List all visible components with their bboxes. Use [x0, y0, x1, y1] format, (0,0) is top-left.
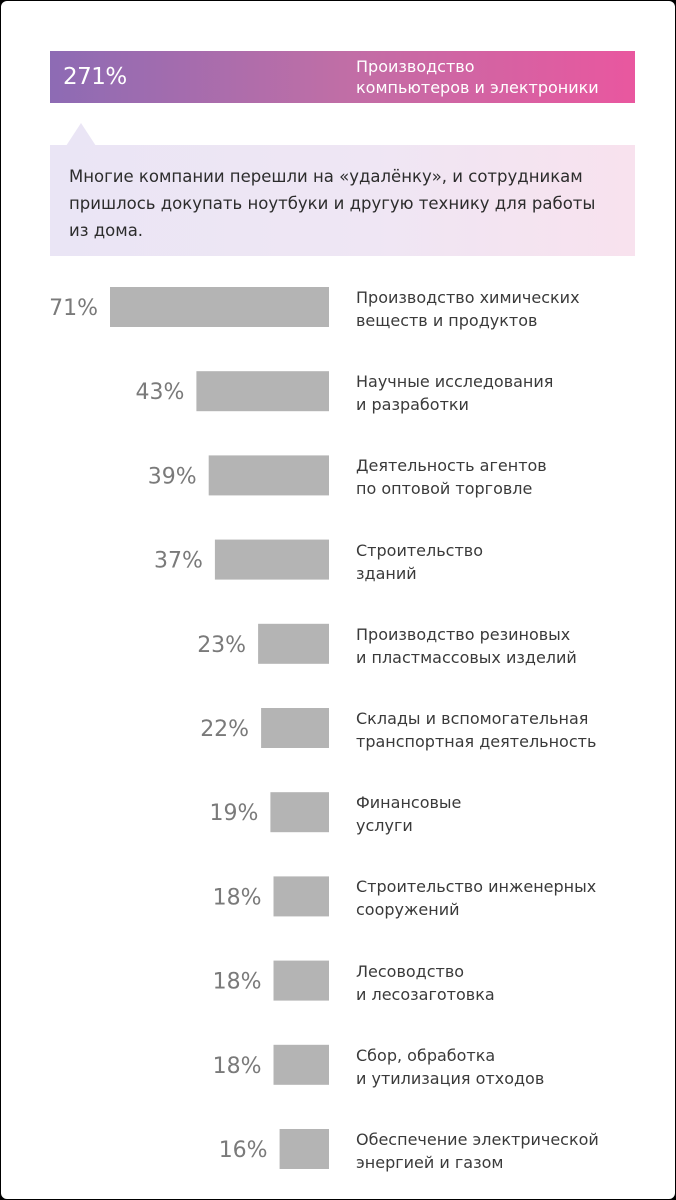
category-label-line: и утилизация отходов — [356, 1068, 545, 1088]
category-label-line: энергией и газом — [356, 1153, 504, 1172]
category-label-line: и разработки — [356, 395, 469, 415]
category-label-line: веществ и продуктов — [356, 311, 538, 330]
bar-value-label: 71% — [49, 296, 98, 321]
bar — [208, 455, 329, 496]
callout-line: из дома. — [69, 221, 144, 240]
category-label: Производство химических веществ и продукт… — [356, 286, 656, 332]
category-label-line: транспортная деятельность — [356, 732, 597, 751]
bar-value-label: 18% — [213, 970, 262, 995]
bar-value-label: 18% — [213, 1054, 262, 1079]
category-label: Научные исследования и разработки — [356, 370, 656, 416]
callout-box: Многие компании перешли на «удалёнку», и… — [50, 145, 635, 256]
category-label-line: Производство химических — [356, 288, 580, 307]
bar — [214, 539, 329, 580]
highlight-banner: 271% Производство компьютеров и электрон… — [50, 51, 635, 103]
bar-value-label: 16% — [219, 1138, 268, 1163]
category-label-line: Производство резиновых — [356, 624, 571, 644]
category-label-line: Финансовые — [356, 793, 462, 813]
callout-text: Многие компании перешли на «удалёнку», и… — [69, 163, 629, 244]
category-label: Склады и вспомогательная транспортная дея… — [356, 707, 656, 753]
category-label-line: Обеспечение электрической — [356, 1130, 599, 1149]
category-label-line: и лесозаготовка — [356, 984, 495, 1004]
category-label-line: Строительство — [356, 540, 483, 560]
bar-value-label: 23% — [197, 633, 246, 658]
bar-value-label: 43% — [135, 380, 184, 405]
highlight-label: Производство компьютеров и электроники — [356, 56, 599, 98]
category-label: Строительство зданий — [356, 539, 656, 585]
callout-line: Многие компании перешли на «удалёнку», и… — [69, 167, 583, 186]
bar-value-label: 39% — [148, 464, 197, 489]
highlight-value: 271% — [63, 64, 127, 90]
bar-value-label: 18% — [213, 885, 262, 910]
category-label: Строительство инженерных сооружений — [356, 875, 656, 921]
category-label: Сбор, обработка и утилизация отходов — [356, 1044, 656, 1090]
category-label-line: по оптовой торговле — [356, 479, 533, 499]
category-label: Деятельность агентов по оптовой торговле — [356, 454, 656, 500]
category-label-line: Лесоводство — [356, 961, 465, 981]
category-label-line: зданий — [356, 563, 417, 583]
highlight-label-line: Производство — [356, 57, 475, 76]
category-label: Производство резиновых и пластмассовых из… — [356, 623, 656, 669]
bar-value-label: 37% — [154, 549, 203, 574]
category-label-line: и пластмассовых изделий — [356, 647, 577, 667]
category-label-line: сооружений — [356, 900, 460, 920]
category-label-line: Научные исследования — [356, 372, 554, 392]
bar — [273, 876, 329, 917]
bar — [273, 960, 329, 1001]
bar — [196, 371, 329, 412]
category-label-line: Строительство инженерных — [356, 877, 597, 897]
bar-value-label: 19% — [209, 801, 258, 826]
category-label: Финансовые услуги — [356, 791, 656, 837]
category-label-line: Сбор, обработка — [356, 1045, 496, 1065]
highlight-label-line: компьютеров и электроники — [356, 78, 599, 97]
category-label: Лесоводство и лесозаготовка — [356, 960, 656, 1006]
bar — [258, 623, 329, 664]
category-label-line: Склады и вспомогательная — [356, 709, 589, 728]
bar — [273, 1044, 329, 1085]
category-label: Обеспечение электрической энергией и газо… — [356, 1128, 656, 1174]
bar — [279, 1129, 329, 1169]
callout-pointer — [66, 123, 96, 146]
callout-line: пришлось докупать ноутбуки и другую техн… — [69, 194, 596, 213]
category-label-line: услуги — [356, 816, 413, 836]
bar — [110, 287, 329, 327]
bar — [261, 708, 329, 748]
category-label-line: Деятельность агентов — [356, 456, 547, 476]
bar-value-label: 22% — [200, 717, 249, 742]
bar — [270, 792, 329, 833]
